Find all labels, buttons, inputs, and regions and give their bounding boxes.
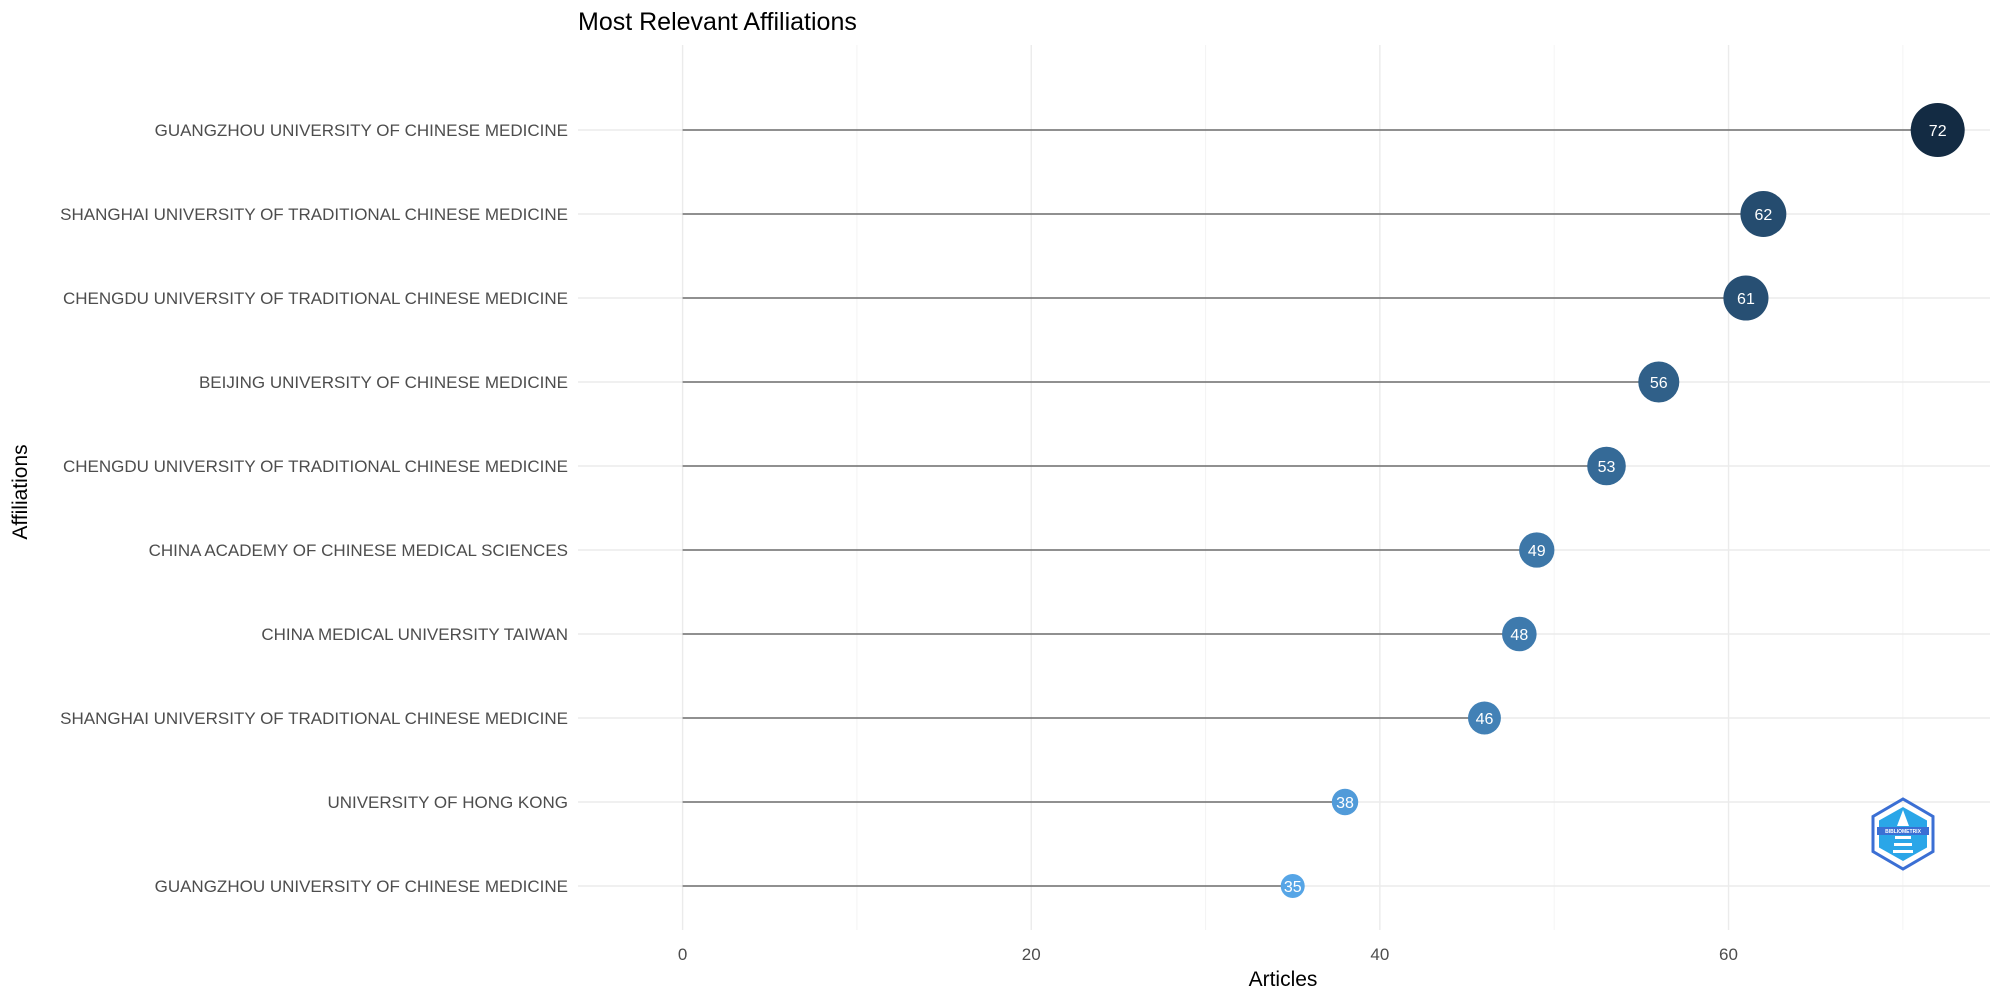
lollipop-dot (1910, 103, 1965, 157)
x-axis-ticks: 0 20 40 60 (678, 945, 1738, 964)
value-label: 49 (1528, 543, 1546, 560)
category-label: BEIJING UNIVERSITY OF CHINESE MEDICINE (199, 373, 568, 392)
category-label: GUANGZHOU UNIVERSITY OF CHINESE MEDICINE (155, 877, 568, 896)
category-label: SHANGHAI UNIVERSITY OF TRADITIONAL CHINE… (60, 709, 568, 728)
category-label: GUANGZHOU UNIVERSITY OF CHINESE MEDICINE (155, 121, 568, 140)
lollipop-dot (1740, 191, 1787, 237)
x-tick-label: 40 (1370, 945, 1389, 964)
value-label: 62 (1754, 207, 1772, 224)
lollipop-dot (1502, 616, 1537, 652)
x-tick-label: 60 (1719, 945, 1738, 964)
gridlines (578, 45, 1990, 930)
category-label: CHENGDU UNIVERSITY OF TRADITIONAL CHINES… (63, 289, 568, 308)
value-label: 38 (1336, 795, 1354, 812)
logo-text-bg (1877, 827, 1929, 835)
category-label: CHINA ACADEMY OF CHINESE MEDICAL SCIENCE… (149, 541, 568, 560)
logo-band-3 (1893, 850, 1913, 853)
lollipop-dot (1587, 446, 1626, 486)
chart-title: Most Relevant Affiliations (578, 8, 857, 36)
x-axis-title: Articles (1249, 968, 1318, 991)
bibliometrix-logo: BIBLIOMETRIX (1871, 797, 1935, 871)
lollipop-dot (1468, 701, 1501, 735)
lollipop-dot (1638, 361, 1680, 403)
category-label: SHANGHAI UNIVERSITY OF TRADITIONAL CHINE… (60, 205, 568, 224)
lollipop-dot (1519, 532, 1555, 568)
logo-tower-icon (1897, 810, 1909, 826)
category-labels: GUANGZHOU UNIVERSITY OF CHINESE MEDICINE… (60, 121, 568, 896)
category-label: UNIVERSITY OF HONG KONG (327, 793, 568, 812)
logo-text: BIBLIOMETRIX (1885, 829, 1921, 835)
lollipop-dot (1280, 874, 1305, 898)
logo-band-2 (1894, 843, 1912, 846)
lollipop-stems (682, 129, 1938, 887)
x-tick-label: 20 (1022, 945, 1041, 964)
value-label: 72 (1929, 123, 1947, 140)
value-label: 56 (1650, 375, 1668, 392)
value-label: 53 (1598, 459, 1616, 476)
value-label: 61 (1737, 291, 1755, 308)
value-label: 46 (1476, 711, 1494, 728)
logo-band-1 (1895, 836, 1911, 839)
logo-outer-hexagon (1871, 797, 1935, 871)
lollipop-dots: 72 62 61 56 53 49 48 46 38 35 (1280, 103, 1965, 898)
category-label: CHINA MEDICAL UNIVERSITY TAIWAN (261, 625, 568, 644)
x-tick-label: 0 (678, 945, 687, 964)
lollipop-dot (1331, 788, 1359, 816)
y-axis-title: Affiliations (9, 444, 32, 539)
category-label: CHENGDU UNIVERSITY OF TRADITIONAL CHINES… (63, 457, 568, 476)
value-label: 35 (1284, 879, 1302, 896)
value-label: 48 (1510, 627, 1528, 644)
lollipop-dot (1723, 275, 1769, 321)
